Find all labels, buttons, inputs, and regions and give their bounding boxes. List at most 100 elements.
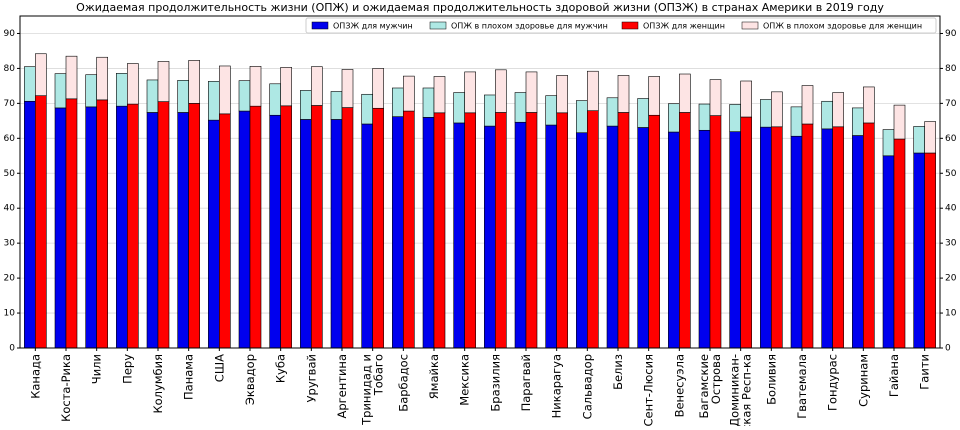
bar-segment: [679, 112, 691, 349]
x-tick-label: Тринидад иТобаго: [359, 354, 385, 426]
bar-segment: [96, 99, 108, 349]
bar-segment: [893, 138, 906, 349]
bar-segment: [760, 126, 772, 349]
bar-segment: [576, 132, 588, 349]
legend-box: [305, 17, 937, 34]
bar-segment: [188, 60, 200, 104]
bar-segment: [464, 112, 476, 349]
y-tick-label: 20: [4, 274, 16, 284]
bar-segment: [300, 119, 312, 349]
bar-segment: [219, 65, 231, 115]
x-tick-label: Гватемала: [795, 354, 809, 419]
bar-segment: [924, 152, 936, 349]
bar-segment: [709, 79, 722, 116]
bar-segment: [484, 94, 496, 127]
bar-segment: [403, 110, 415, 349]
x-tick-label: Аргентина: [335, 354, 349, 419]
bar-segment: [188, 103, 200, 349]
x-tick-label: Парагвай: [519, 354, 533, 411]
bar-segment: [606, 97, 619, 127]
bar-segment: [35, 95, 47, 349]
x-tick-label: Доминикан-ская Респ-ка: [727, 354, 753, 426]
bar-segment: [330, 91, 343, 120]
bar-segment: [514, 92, 527, 123]
y-tick-label: 40: [4, 204, 16, 214]
bar-segment: [545, 95, 557, 126]
legend-swatch: [741, 21, 759, 30]
bar-segment: [668, 131, 680, 349]
bar-segment: [280, 67, 292, 107]
bar-segment: [648, 76, 660, 116]
x-tick-label: Гаити: [917, 354, 931, 390]
bar-segment: [24, 100, 36, 349]
bar-segment: [311, 105, 323, 349]
bar-segment: [556, 112, 568, 349]
x-tick-label: Сальвадор: [580, 354, 594, 419]
bar-segment: [790, 135, 803, 349]
y2-tick-label: 70: [945, 99, 957, 109]
bar-segment: [729, 104, 741, 132]
bar-segment: [698, 129, 711, 349]
bar-segment: [433, 112, 446, 349]
bar-segment: [648, 114, 660, 349]
x-tick-label: Мексика: [457, 354, 471, 406]
bar-segment: [361, 93, 373, 125]
bar-segment: [361, 123, 373, 349]
bar-segment: [35, 53, 47, 96]
bar-segment: [924, 121, 936, 154]
bar-segment: [495, 112, 507, 349]
bar-segment: [545, 124, 557, 349]
bar-segment: [606, 125, 619, 349]
bar-segment: [893, 104, 906, 140]
plot-frame: [19, 15, 941, 349]
x-tick-label: Боливия: [764, 354, 778, 405]
x-tick-label: Колумбия: [151, 354, 165, 414]
y-tick-label: 30: [4, 239, 16, 249]
y2-tick-label: 30: [945, 239, 957, 249]
bar-segment: [269, 114, 281, 349]
bar-segment: [882, 129, 895, 157]
bar-segment: [790, 106, 803, 137]
y-tick-label: 0: [9, 344, 15, 354]
bar-segment: [801, 85, 814, 125]
x-tick-label: Бразилия: [488, 354, 502, 412]
bar-segment: [422, 87, 435, 118]
x-tick-label: Эквадор: [243, 354, 257, 405]
bar-segment: [96, 56, 108, 101]
x-tick-label: Коста-Рика: [59, 354, 73, 422]
y2-tick-label: 20: [945, 274, 957, 284]
x-tick-label: Перу: [120, 354, 134, 384]
bar-segment: [341, 69, 354, 108]
x-tick-label: БагамскиеОстрова: [697, 354, 723, 419]
legend-label: ОПЖ в плохом здоровье для мужчин: [451, 22, 608, 31]
x-tick-label: Суринам: [856, 354, 870, 407]
bar-segment: [54, 107, 67, 349]
bar-segment: [116, 73, 128, 107]
bar-segment: [433, 76, 446, 114]
bar-segment: [771, 91, 783, 128]
x-tick-label: Куба: [273, 354, 287, 383]
bar-segment: [740, 116, 752, 349]
bar-segment: [821, 100, 833, 130]
bar-segment: [617, 112, 630, 349]
bar-segment: [453, 122, 465, 349]
bar-segment: [863, 122, 875, 349]
bar-segment: [514, 121, 527, 349]
bar-segment: [177, 80, 189, 113]
legend-swatch: [311, 21, 329, 30]
x-tick-label: Чили: [89, 354, 103, 384]
bar-segment: [300, 90, 312, 120]
y2-tick-label: 80: [945, 64, 957, 74]
bar-segment: [403, 75, 415, 112]
bar-segment: [269, 83, 281, 116]
bar-segment: [127, 103, 139, 349]
y2-tick-label: 10: [945, 309, 957, 319]
x-tick-label: Панама: [181, 354, 195, 400]
bar-segment: [146, 79, 159, 113]
bar-segment: [637, 127, 649, 349]
x-tick-label: Гондурас: [825, 354, 839, 411]
bar-segment: [801, 123, 814, 349]
bar-segment: [422, 117, 435, 349]
bar-segment: [698, 103, 711, 131]
